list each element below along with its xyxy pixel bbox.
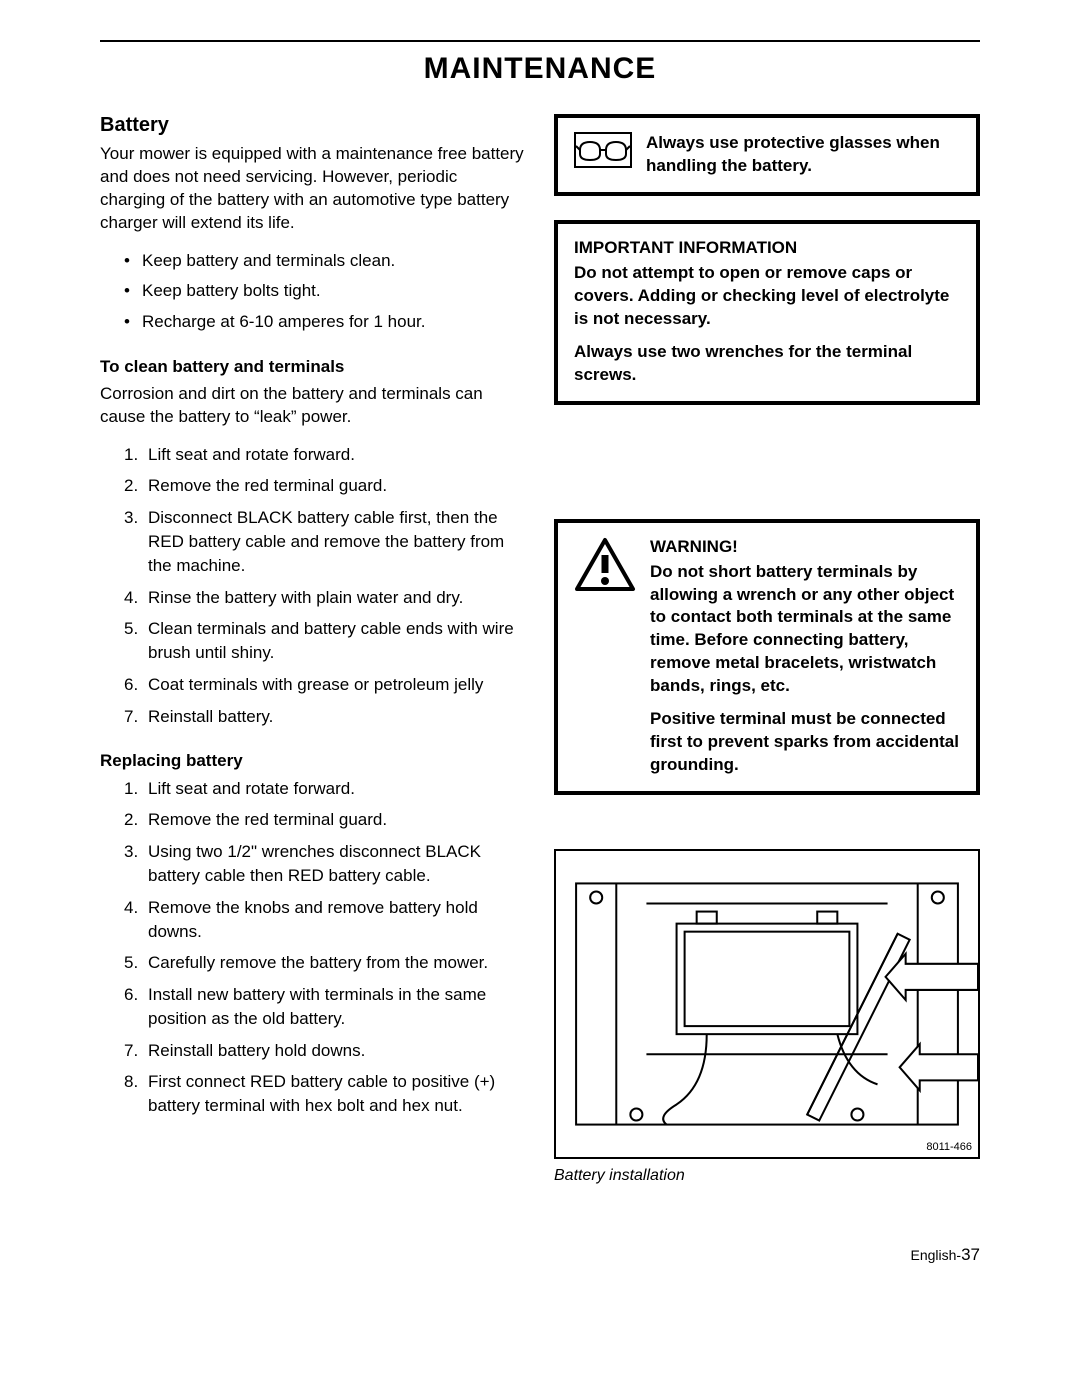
footer-label: English- (910, 1247, 961, 1263)
battery-figure: 8011-466 (554, 849, 980, 1159)
list-item: Install new battery with terminals in th… (124, 983, 526, 1031)
content-columns: Battery Your mower is equipped with a ma… (100, 114, 980, 1185)
list-item: Reinstall battery hold downs. (124, 1039, 526, 1063)
clean-steps: Lift seat and rotate forward. Remove the… (100, 443, 526, 729)
list-item: Clean terminals and battery cable ends w… (124, 617, 526, 665)
warning-body: WARNING! Do not short battery terminals … (650, 537, 960, 777)
footer-page-number: 37 (961, 1245, 980, 1264)
figure-caption: Battery installation (554, 1167, 980, 1185)
list-item: Keep battery and terminals clean. (124, 249, 526, 274)
battery-tips-list: Keep battery and terminals clean. Keep b… (100, 249, 526, 335)
list-item: Disconnect BLACK battery cable first, th… (124, 506, 526, 577)
top-rule (100, 40, 980, 42)
right-column: Always use protective glasses when handl… (554, 114, 980, 1185)
glasses-text-body: Always use protective glasses when handl… (646, 132, 960, 178)
page-footer: English-37 (100, 1245, 980, 1265)
list-item: Lift seat and rotate forward. (124, 443, 526, 467)
important-p2: Always use two wrenches for the terminal… (574, 341, 960, 387)
list-item: Lift seat and rotate forward. (124, 777, 526, 801)
glasses-callout: Always use protective glasses when handl… (554, 114, 980, 196)
warning-text: Do not short battery terminals by allowi… (650, 561, 960, 777)
replace-heading: Replacing battery (100, 751, 526, 771)
important-heading: IMPORTANT INFORMATION (574, 238, 960, 258)
figure-id: 8011-466 (926, 1141, 972, 1153)
warning-heading: WARNING! (650, 537, 960, 557)
list-item: Using two 1/2" wrenches disconnect BLACK… (124, 840, 526, 888)
list-item: Carefully remove the battery from the mo… (124, 951, 526, 975)
list-item: Remove the knobs and remove battery hold… (124, 896, 526, 944)
list-item: Reinstall battery. (124, 705, 526, 729)
warning-callout: WARNING! Do not short battery terminals … (554, 519, 980, 795)
clean-intro: Corrosion and dirt on the battery and te… (100, 383, 526, 429)
spacer (554, 819, 980, 849)
warning-p1: Do not short battery terminals by allowi… (650, 561, 960, 699)
warning-icon (574, 537, 636, 598)
glasses-text: Always use protective glasses when handl… (646, 132, 960, 178)
important-callout: IMPORTANT INFORMATION Do not attempt to … (554, 220, 980, 405)
spacer (554, 429, 980, 519)
warning-p2: Positive terminal must be connected firs… (650, 708, 960, 777)
page-title: MAINTENANCE (100, 52, 980, 86)
list-item: First connect RED battery cable to posit… (124, 1070, 526, 1118)
list-item: Coat terminals with grease or petroleum … (124, 673, 526, 697)
list-item: Remove the red terminal guard. (124, 474, 526, 498)
battery-intro: Your mower is equipped with a maintenanc… (100, 143, 526, 235)
list-item: Recharge at 6-10 amperes for 1 hour. (124, 310, 526, 335)
list-item: Keep battery bolts tight. (124, 279, 526, 304)
list-item: Remove the red terminal guard. (124, 808, 526, 832)
clean-heading: To clean battery and terminals (100, 357, 526, 377)
important-body: Do not attempt to open or remove caps or… (574, 262, 960, 387)
list-item: Rinse the battery with plain water and d… (124, 586, 526, 610)
section-heading-battery: Battery (100, 114, 526, 137)
glasses-icon (574, 132, 632, 173)
replace-steps: Lift seat and rotate forward. Remove the… (100, 777, 526, 1119)
important-p1: Do not attempt to open or remove caps or… (574, 262, 960, 331)
battery-diagram-svg (556, 851, 978, 1157)
left-column: Battery Your mower is equipped with a ma… (100, 114, 526, 1130)
